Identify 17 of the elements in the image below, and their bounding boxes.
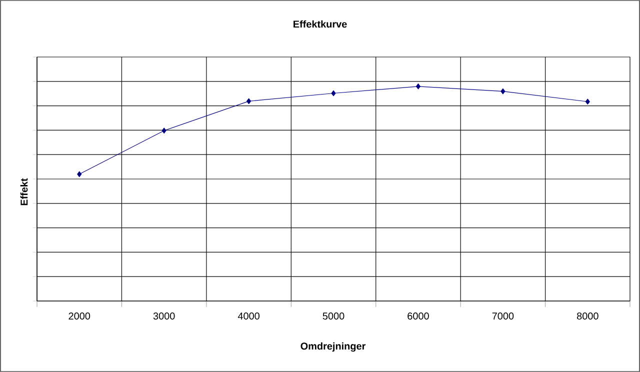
x-tick-label: 6000: [408, 312, 429, 320]
y-axis-title: Effekt: [20, 178, 28, 206]
x-tick-label: 4000: [238, 312, 260, 320]
x-axis-title: Omdrejninger: [300, 342, 366, 352]
x-tick-label: 3000: [153, 312, 175, 320]
chart-title: Effektkurve: [294, 20, 347, 28]
point: [585, 98, 590, 105]
x-tick-label: 2000: [68, 312, 90, 320]
x-tick-label: 7000: [492, 312, 514, 320]
point: [246, 98, 252, 104]
x-tick-label: 5000: [322, 312, 344, 320]
point: [331, 90, 336, 96]
point: [500, 88, 506, 94]
x-tick-label: 8000: [577, 312, 598, 320]
point: [162, 128, 166, 134]
point: [416, 83, 420, 90]
point: [77, 171, 82, 178]
